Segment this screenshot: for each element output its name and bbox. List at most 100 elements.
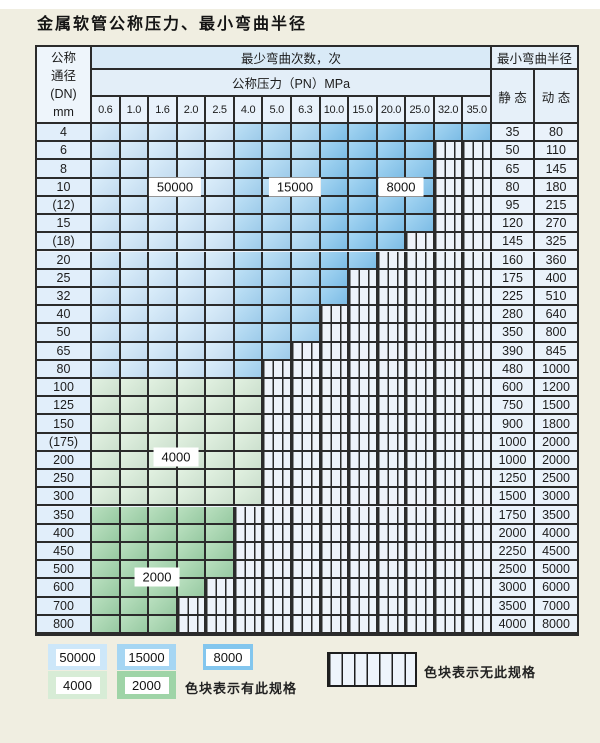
available-cell — [177, 397, 207, 416]
dn-cell: (18) — [37, 233, 92, 252]
no-spec-cell — [234, 542, 264, 562]
static-radius-cell: 1000 — [492, 433, 535, 452]
static-radius-cell: 2250 — [492, 542, 535, 562]
available-cell — [149, 615, 178, 634]
no-spec-cell — [377, 251, 407, 270]
available-cell — [120, 196, 150, 216]
no-spec-cell — [406, 488, 435, 507]
no-spec-cell — [349, 561, 378, 580]
available-cell — [206, 306, 235, 325]
dn-header-line: 公称 — [50, 50, 76, 65]
available-cell — [149, 251, 178, 270]
no-spec-cell — [349, 615, 378, 634]
no-spec-cell — [463, 542, 492, 562]
dn-cell: 800 — [37, 615, 92, 634]
dn-header-line: 通径 — [50, 68, 76, 83]
available-cell — [434, 124, 464, 143]
no-spec-cell — [234, 561, 264, 580]
available-cell — [120, 506, 150, 525]
available-cell — [206, 196, 235, 216]
dynamic-radius-cell: 7000 — [535, 597, 577, 616]
available-cell — [206, 470, 235, 489]
available-cell — [120, 597, 150, 616]
no-spec-cell — [377, 542, 407, 562]
available-cell — [92, 615, 121, 634]
legend-swatch-label: 8000 — [206, 648, 250, 666]
no-spec-cell — [349, 415, 378, 434]
zone-label: 4000 — [153, 447, 199, 467]
dn-cell: 50 — [37, 324, 92, 343]
no-spec-cell — [349, 451, 378, 471]
min-bend-radius-header: 最小弯曲半径 — [492, 47, 577, 70]
available-cell — [406, 142, 435, 161]
available-cell — [463, 124, 492, 143]
no-spec-cell — [434, 561, 464, 580]
available-cell — [120, 342, 150, 361]
legend-swatch: 15000 — [117, 644, 176, 670]
available-cell — [234, 433, 264, 452]
no-spec-cell — [434, 324, 464, 343]
dn-cell: 300 — [37, 488, 92, 507]
no-spec-cell — [463, 269, 492, 288]
pressure-header-cell: 15.0 — [349, 97, 378, 124]
no-spec-cell — [434, 360, 464, 379]
no-spec-cell — [263, 451, 292, 471]
static-radius-cell: 4000 — [492, 615, 535, 634]
dn-cell: 15 — [37, 215, 92, 234]
available-cell — [120, 488, 150, 507]
no-spec-cell — [406, 269, 435, 288]
no-spec-cell — [377, 324, 407, 343]
no-spec-cell — [177, 597, 207, 616]
available-cell — [92, 324, 121, 343]
no-spec-cell — [463, 251, 492, 270]
no-spec-cell — [406, 415, 435, 434]
legend-swatch: 8000 — [203, 644, 253, 670]
available-cell — [177, 251, 207, 270]
dynamic-radius-cell: 2000 — [535, 451, 577, 471]
no-spec-cell — [234, 615, 264, 634]
no-spec-cell — [463, 160, 492, 179]
available-cell — [206, 142, 235, 161]
dn-column-header: 公称 通径 (DN) mm — [37, 47, 92, 124]
no-spec-cell — [320, 324, 350, 343]
available-cell — [206, 160, 235, 179]
no-spec-cell — [377, 470, 407, 489]
no-spec-cell — [434, 251, 464, 270]
available-cell — [292, 160, 321, 179]
no-spec-cell — [463, 233, 492, 252]
static-radius-cell: 50 — [492, 142, 535, 161]
no-spec-cell — [434, 451, 464, 471]
pressure-header-cell: 0.6 — [92, 97, 121, 124]
static-radius-cell: 600 — [492, 379, 535, 398]
static-radius-cell: 3500 — [492, 597, 535, 616]
no-spec-cell — [349, 524, 378, 543]
no-spec-cell — [434, 488, 464, 507]
available-cell — [149, 215, 178, 234]
no-spec-cell — [206, 615, 235, 634]
legend-swatch-label: 2000 — [124, 676, 169, 694]
available-cell — [206, 542, 235, 562]
available-cell — [320, 233, 350, 252]
available-cell — [92, 233, 121, 252]
static-radius-cell: 1500 — [492, 488, 535, 507]
static-radius-cell: 2000 — [492, 524, 535, 543]
no-spec-cell — [406, 379, 435, 398]
dn-header-line: (DN) — [50, 86, 77, 101]
legend-swatch-label: 4000 — [55, 676, 100, 694]
available-cell — [349, 142, 378, 161]
available-cell — [206, 233, 235, 252]
no-spec-cell — [463, 615, 492, 634]
no-spec-cell — [349, 306, 378, 325]
available-cell — [406, 124, 435, 143]
available-cell — [263, 142, 292, 161]
dynamic-radius-cell: 325 — [535, 233, 577, 252]
no-spec-cell — [320, 579, 350, 598]
no-spec-cell — [263, 360, 292, 379]
no-spec-cell — [292, 615, 321, 634]
static-radius-cell: 225 — [492, 287, 535, 307]
dynamic-radius-cell: 180 — [535, 178, 577, 197]
no-spec-cell — [434, 597, 464, 616]
legend-swatch: 4000 — [48, 671, 107, 699]
available-cell — [120, 542, 150, 562]
zone-label: 2000 — [134, 567, 180, 587]
